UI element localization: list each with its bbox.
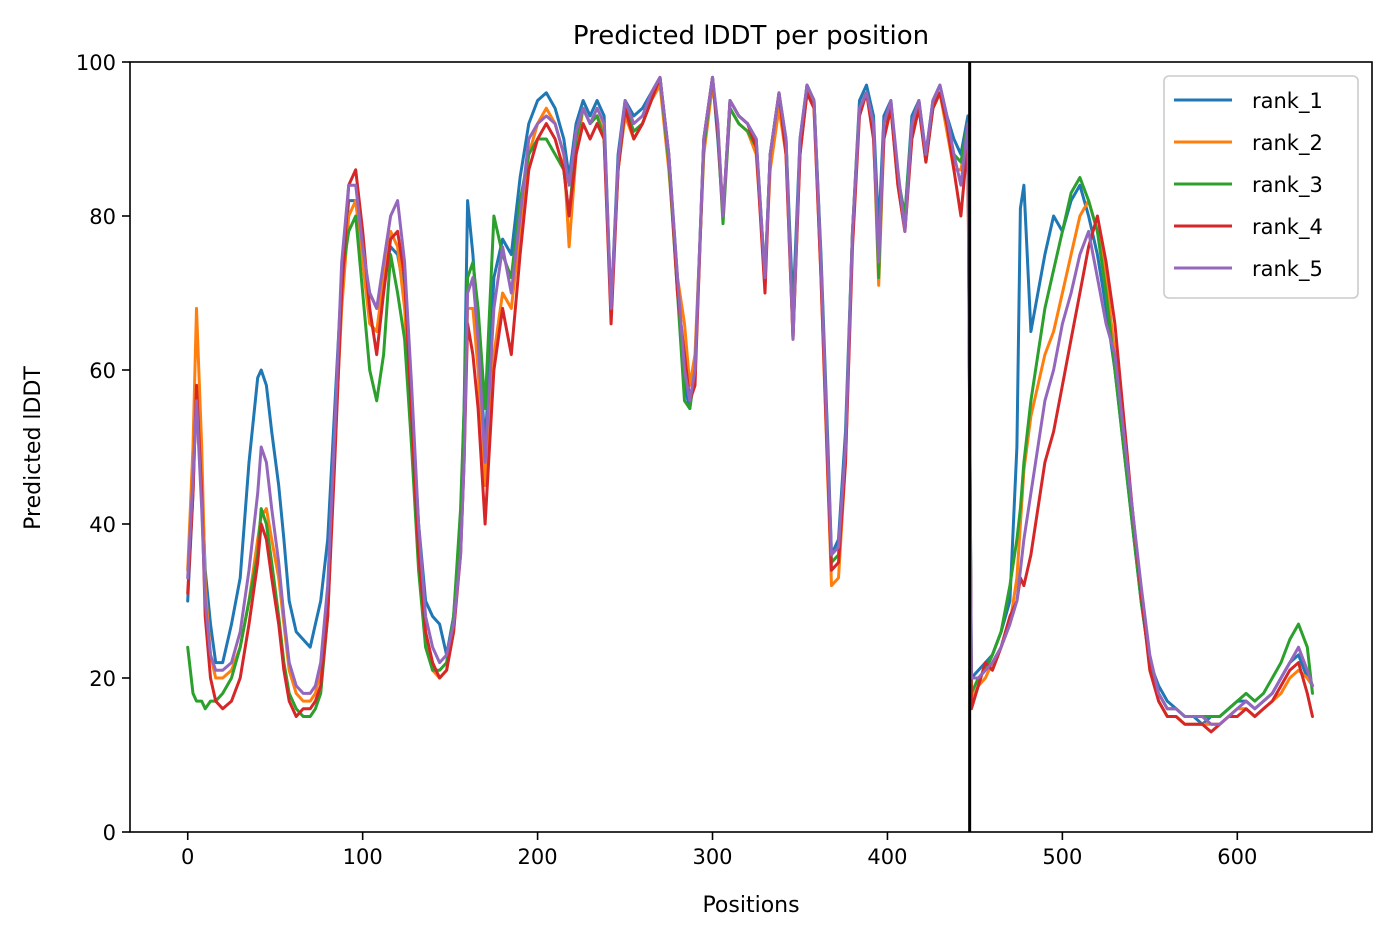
- x-tick-label: 200: [518, 845, 558, 869]
- y-axis-label: Predicted lDDT: [21, 366, 46, 530]
- y-tick-label: 40: [89, 513, 116, 537]
- y-tick-label: 100: [76, 51, 116, 75]
- series-layer: [186, 75, 1314, 734]
- legend-label-rank-4: rank_4: [1252, 215, 1323, 240]
- x-tick-label: 300: [692, 845, 732, 869]
- x-tick-label: 400: [867, 845, 907, 869]
- legend-box: [1163, 75, 1359, 299]
- y-tick-label: 60: [89, 359, 116, 383]
- y-tick-label: 20: [89, 667, 116, 691]
- y-axis-ticks: 0 20 40 60 80 100: [76, 51, 130, 845]
- legend-label-rank-5: rank_5: [1252, 257, 1323, 282]
- series-line-rank-5: [186, 75, 1314, 726]
- y-tick-label: 80: [89, 205, 116, 229]
- legend: rank_1 rank_2 rank_3 rank_4 rank_5: [1163, 75, 1359, 299]
- chart-title: Predicted lDDT per position: [573, 21, 929, 51]
- series-line-rank-3: [186, 75, 1314, 718]
- x-tick-label: 100: [343, 845, 383, 869]
- x-axis-ticks: 0 100 200 300 400 500 600: [181, 832, 1257, 869]
- x-tick-label: 500: [1042, 845, 1082, 869]
- legend-label-rank-2: rank_2: [1252, 131, 1323, 156]
- x-axis-label: Positions: [702, 893, 799, 918]
- x-tick-label: 600: [1217, 845, 1257, 869]
- legend-label-rank-1: rank_1: [1252, 89, 1323, 114]
- y-tick-label: 0: [103, 821, 116, 845]
- plot-frame: [129, 61, 1373, 833]
- x-tick-label: 0: [181, 845, 194, 869]
- legend-label-rank-3: rank_3: [1252, 173, 1323, 198]
